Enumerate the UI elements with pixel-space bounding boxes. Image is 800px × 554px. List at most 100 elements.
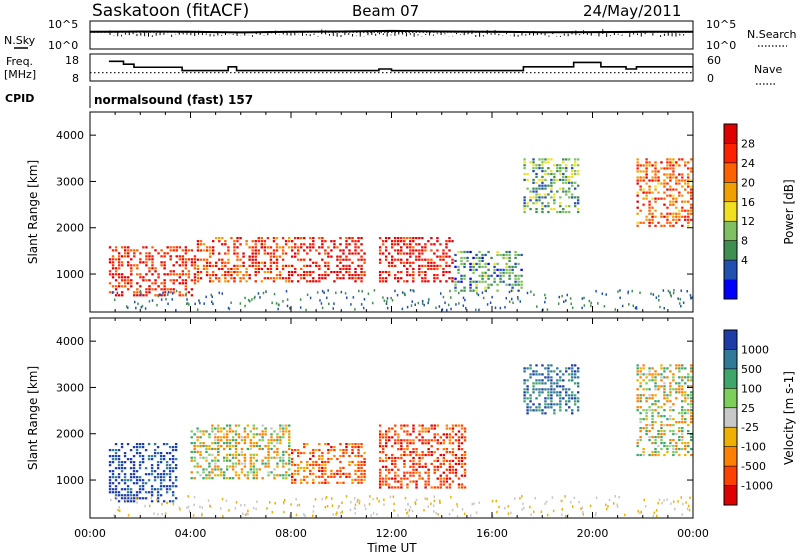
velocity-data-cell (678, 421, 681, 424)
velocity-data-cell (190, 477, 193, 480)
power-data-speckle (196, 308, 199, 311)
power-data-cell (553, 178, 556, 181)
power-data-cell (190, 258, 194, 261)
velocity-data-speckle (222, 514, 224, 518)
velocity-data-cell (214, 468, 217, 471)
noise-right-label: N.Search (747, 28, 797, 41)
velocity-data-cell (403, 462, 406, 465)
power-data-cell (639, 185, 642, 188)
power-data-cell (230, 270, 233, 274)
velocity-data-cell (138, 464, 142, 467)
velocity-data-cell (690, 385, 693, 388)
velocity-data-speckle (411, 509, 414, 513)
power-data-cell (257, 261, 260, 264)
power-data-cell (287, 240, 291, 243)
power-data-cell (127, 261, 130, 264)
power-data-cell (224, 277, 227, 280)
power-data-cell (511, 283, 514, 286)
power-data-cell (669, 188, 672, 191)
velocity-data-cell (168, 467, 172, 470)
velocity-data-cell (135, 446, 139, 449)
velocity-data-speckle (573, 496, 576, 500)
velocity-data-cell (193, 444, 196, 448)
velocity-data-cell (439, 442, 442, 445)
power-data-cell (448, 255, 451, 258)
velocity-data-cell (535, 370, 538, 373)
velocity-data-cell (663, 391, 666, 394)
power-data-cell (175, 246, 178, 249)
power-data-cell (387, 274, 391, 277)
power-data-cell (415, 249, 418, 252)
power-data-speckle (465, 306, 467, 310)
velocity-data-cell (360, 454, 363, 458)
power-data-speckle (542, 308, 544, 312)
power-data-cell (535, 208, 538, 211)
velocity-data-cell (217, 427, 220, 430)
power-data-speckle (581, 297, 584, 300)
power-data-cell (642, 203, 645, 206)
power-data-cell (130, 282, 133, 285)
power-data-cell (433, 267, 436, 271)
power-data-cell (294, 255, 297, 258)
power-data-cell (263, 277, 267, 280)
velocity-data-speckle (433, 495, 435, 499)
velocity-data-speckle (150, 496, 153, 500)
power-data-cell (406, 258, 409, 261)
power-data-cell (278, 274, 282, 277)
power-data-cell (451, 277, 454, 280)
power-data-cell (120, 285, 124, 288)
power-data-cell (330, 240, 333, 243)
velocity-data-cell (672, 376, 675, 379)
power-data-cell (248, 277, 251, 280)
power-data-cell (678, 158, 681, 161)
velocity-data-speckle (148, 504, 151, 508)
power-data-speckle (165, 298, 167, 301)
velocity-data-speckle (331, 504, 334, 507)
velocity-data-cell (559, 376, 562, 379)
velocity-data-cell (144, 473, 148, 476)
power-data-cell (275, 255, 279, 258)
velocity-data-cell (573, 364, 577, 367)
velocity-data-cell (535, 406, 538, 409)
velocity-data-cell (415, 448, 418, 451)
power-data-cell (342, 252, 345, 255)
power-data-cell (672, 158, 675, 161)
power-data-cell (324, 249, 327, 252)
velocity-data-speckle (370, 514, 372, 517)
power-data-cell (547, 210, 550, 214)
power-data-cell (535, 167, 538, 170)
power-data-speckle (228, 307, 231, 311)
velocity-data-cell (199, 430, 202, 433)
velocity-cbar-tick-label: 1000 (741, 343, 769, 356)
power-data-cell (139, 285, 142, 288)
power-data-cell (190, 288, 194, 291)
velocity-data-speckle (606, 507, 608, 511)
velocity-data-cell (454, 439, 458, 442)
velocity-data-cell (132, 476, 136, 479)
velocity-data-cell (196, 430, 199, 433)
power-data-cell (499, 280, 502, 283)
power-data-cell (318, 274, 321, 277)
power-data-cell (345, 246, 348, 249)
velocity-data-cell (141, 497, 145, 500)
velocity-data-cell (174, 458, 178, 461)
velocity-data-cell (535, 397, 538, 400)
power-data-cell (342, 258, 345, 261)
power-data-cell (400, 277, 403, 280)
velocity-data-cell (171, 458, 175, 461)
velocity-data-cell (249, 465, 253, 468)
power-data-cell (442, 252, 445, 255)
power-data-cell (224, 280, 227, 283)
x-axis-title: Time UT (366, 541, 417, 554)
y-tick-label: 4000 (56, 335, 84, 348)
power-data-speckle (464, 298, 466, 302)
power-data-cell (184, 258, 188, 261)
velocity-data-cell (144, 497, 148, 500)
power-data-cell (421, 252, 424, 255)
velocity-data-cell (291, 448, 294, 452)
velocity-data-cell (409, 480, 412, 483)
power-data-cell (511, 286, 514, 289)
power-data-cell (309, 280, 312, 283)
velocity-data-cell (687, 385, 690, 388)
velocity-data-speckle (426, 497, 428, 501)
